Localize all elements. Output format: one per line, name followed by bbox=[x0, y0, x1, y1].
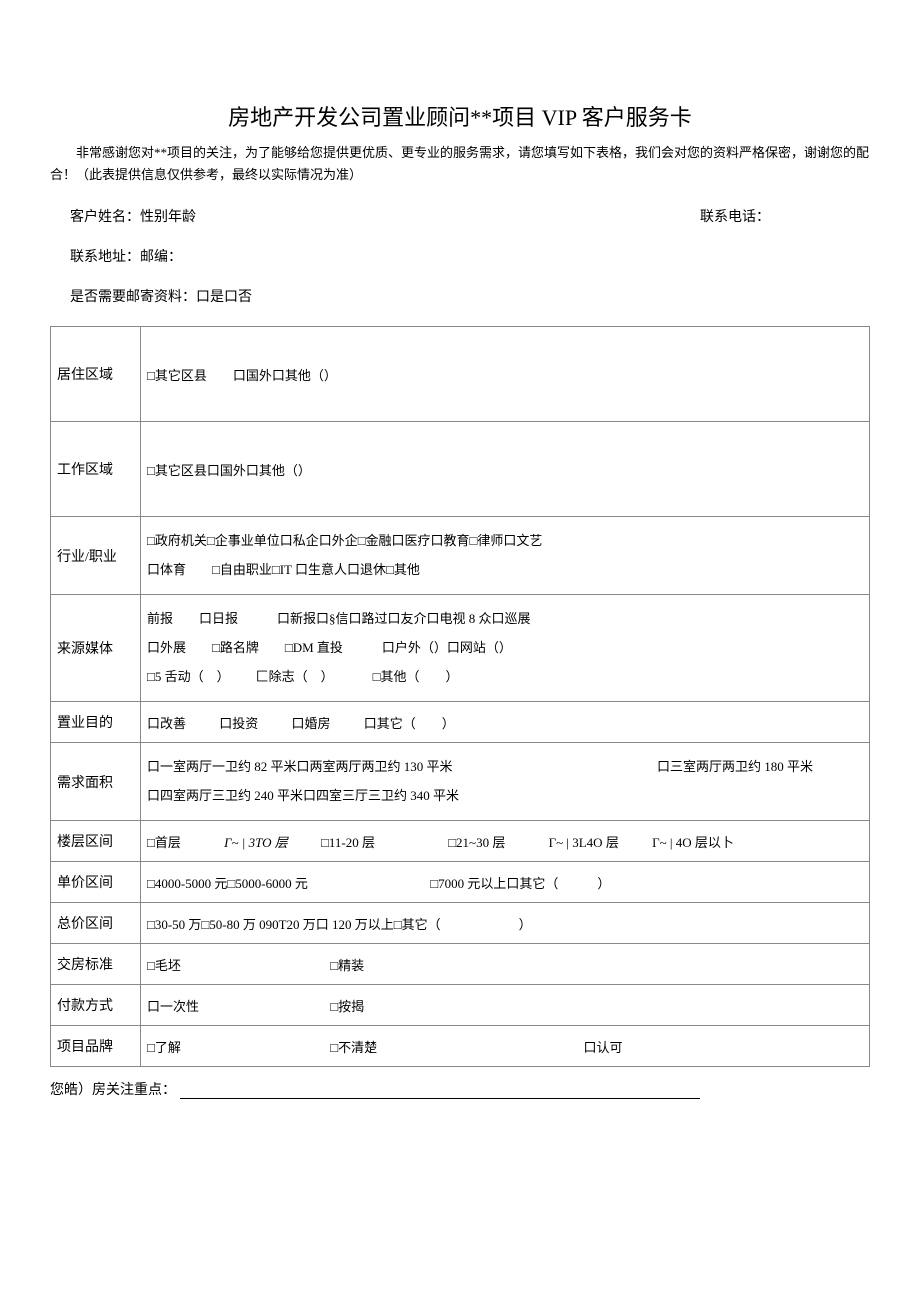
unit-price-right: □7000 元以上口其它（ ） bbox=[430, 876, 610, 891]
purpose-label: 置业目的 bbox=[51, 702, 141, 743]
source-line3: □5 舌动（ ） 匚除志（ ） □其他（ ） bbox=[147, 663, 863, 692]
footer-label: 您皓）房关注重点： bbox=[50, 1083, 176, 1098]
address-row: 联系地址：邮编： bbox=[70, 246, 870, 266]
floor-opt-4: Γ~ | 3L4O 层 bbox=[549, 835, 619, 850]
area-label: 需求面积 bbox=[51, 743, 141, 821]
row-brand: 项目品牌 □了解 □不清楚 口认可 bbox=[51, 1026, 870, 1067]
unit-price-content: □4000-5000 元□5000-6000 元 □7000 元以上口其它（ ） bbox=[141, 862, 870, 903]
delivery-opt-0: □毛坯 bbox=[147, 955, 327, 974]
row-purpose: 置业目的 口改善 口投资 口婚房 口其它（ ） bbox=[51, 702, 870, 743]
floor-opt-3: □21~30 层 bbox=[448, 835, 505, 850]
work-label: 工作区域 bbox=[51, 422, 141, 517]
industry-line2: 口体育 □自由职业□IT 口生意人口退休□其他 bbox=[147, 556, 863, 585]
source-line2: 口外展 □路名牌 □DM 直投 口户外（）口网站（） bbox=[147, 634, 863, 663]
area-line1-right: 口三室两厅两卫约 180 平米 bbox=[657, 753, 813, 782]
industry-content: □政府机关□企事业单位口私企口外企□金融口医疗口教育□律师口文艺 口体育 □自由… bbox=[141, 517, 870, 595]
row-source: 来源媒体 前报 口日报 口新报口§信口路过口友介口电视 8 众口巡展 口外展 □… bbox=[51, 595, 870, 702]
payment-label: 付款方式 bbox=[51, 985, 141, 1026]
phone-label: 联系电话： bbox=[700, 206, 770, 226]
floor-opt-1: Γ~ | 3TO 层 bbox=[224, 835, 288, 850]
row-delivery: 交房标准 □毛坯 □精装 bbox=[51, 944, 870, 985]
unit-price-label: 单价区间 bbox=[51, 862, 141, 903]
source-line1: 前报 口日报 口新报口§信口路过口友介口电视 8 众口巡展 bbox=[147, 605, 863, 634]
payment-content: 口一次性 □按揭 bbox=[141, 985, 870, 1026]
floor-content: □首层 Γ~ | 3TO 层 □11-20 层 □21~30 层 Γ~ | 3L… bbox=[141, 821, 870, 862]
brand-opt-2: 口认可 bbox=[584, 1040, 623, 1055]
total-price-content: □30-50 万□50-80 万 090T20 万口 120 万以上□其它（ ） bbox=[141, 903, 870, 944]
purpose-opt-3: 口其它（ ） bbox=[364, 716, 455, 731]
floor-opt-0: □首层 bbox=[147, 835, 181, 850]
intro-paragraph: 非常感谢您对**项目的关注，为了能够给您提供更优质、更专业的服务需求，请您填写如… bbox=[50, 142, 870, 186]
row-unit-price: 单价区间 □4000-5000 元□5000-6000 元 □7000 元以上口… bbox=[51, 862, 870, 903]
payment-opt-0: 口一次性 bbox=[147, 996, 327, 1015]
work-content: □其它区县口国外口其他（） bbox=[141, 422, 870, 517]
purpose-opt-0: 口改善 bbox=[147, 716, 186, 731]
area-content: 口一室两厅一卫约 82 平米口两室两厅两卫约 130 平米 口三室两厅两卫约 1… bbox=[141, 743, 870, 821]
residence-label: 居住区域 bbox=[51, 327, 141, 422]
customer-name-row: 客户姓名：性别年龄 联系电话： bbox=[70, 206, 870, 226]
row-payment: 付款方式 口一次性 □按揭 bbox=[51, 985, 870, 1026]
source-label: 来源媒体 bbox=[51, 595, 141, 702]
purpose-opt-2: 口婚房 bbox=[292, 716, 331, 731]
row-area: 需求面积 口一室两厅一卫约 82 平米口两室两厅两卫约 130 平米 口三室两厅… bbox=[51, 743, 870, 821]
residence-content: □其它区县 口国外口其他（） bbox=[141, 327, 870, 422]
payment-opt-1: □按揭 bbox=[330, 999, 364, 1014]
unit-price-left: □4000-5000 元□5000-6000 元 bbox=[147, 873, 427, 892]
floor-opt-2: □11-20 层 bbox=[321, 835, 375, 850]
purpose-opt-1: 口投资 bbox=[219, 716, 258, 731]
address-label: 联系地址：邮编： bbox=[70, 246, 182, 266]
name-gender-age-label: 客户姓名：性别年龄 bbox=[70, 206, 700, 226]
document-title: 房地产开发公司置业顾问**项目 VIP 客户服务卡 bbox=[50, 100, 870, 132]
row-total-price: 总价区间 □30-50 万□50-80 万 090T20 万口 120 万以上□… bbox=[51, 903, 870, 944]
area-line1-left: 口一室两厅一卫约 82 平米口两室两厅两卫约 130 平米 bbox=[147, 759, 453, 774]
total-price-label: 总价区间 bbox=[51, 903, 141, 944]
form-table: 居住区域 □其它区县 口国外口其他（） 工作区域 □其它区县口国外口其他（） 行… bbox=[50, 326, 870, 1067]
row-industry: 行业/职业 □政府机关□企事业单位口私企口外企□金融口医疗口教育□律师口文艺 口… bbox=[51, 517, 870, 595]
brand-opt-1: □不清楚 bbox=[330, 1037, 580, 1056]
brand-label: 项目品牌 bbox=[51, 1026, 141, 1067]
floor-opt-5: Γ~ | 4O 层以卜 bbox=[652, 835, 734, 850]
footer-focus: 您皓）房关注重点： bbox=[50, 1079, 870, 1099]
mail-label: 是否需要邮寄资料：口是口否 bbox=[70, 286, 252, 306]
delivery-opt-1: □精装 bbox=[330, 958, 364, 973]
area-line2: 口四室两厅三卫约 240 平米口四室三厅三卫约 340 平米 bbox=[147, 782, 863, 811]
row-work: 工作区域 □其它区县口国外口其他（） bbox=[51, 422, 870, 517]
delivery-content: □毛坯 □精装 bbox=[141, 944, 870, 985]
industry-line1: □政府机关□企事业单位口私企口外企□金融口医疗口教育□律师口文艺 bbox=[147, 527, 863, 556]
row-residence: 居住区域 □其它区县 口国外口其他（） bbox=[51, 327, 870, 422]
mail-row: 是否需要邮寄资料：口是口否 bbox=[70, 286, 870, 306]
area-line1: 口一室两厅一卫约 82 平米口两室两厅两卫约 130 平米 口三室两厅两卫约 1… bbox=[147, 753, 863, 782]
brand-content: □了解 □不清楚 口认可 bbox=[141, 1026, 870, 1067]
purpose-content: 口改善 口投资 口婚房 口其它（ ） bbox=[141, 702, 870, 743]
industry-label: 行业/职业 bbox=[51, 517, 141, 595]
row-floor: 楼层区间 □首层 Γ~ | 3TO 层 □11-20 层 □21~30 层 Γ~… bbox=[51, 821, 870, 862]
footer-underline bbox=[180, 1098, 700, 1099]
source-content: 前报 口日报 口新报口§信口路过口友介口电视 8 众口巡展 口外展 □路名牌 □… bbox=[141, 595, 870, 702]
brand-opt-0: □了解 bbox=[147, 1037, 327, 1056]
delivery-label: 交房标准 bbox=[51, 944, 141, 985]
floor-label: 楼层区间 bbox=[51, 821, 141, 862]
